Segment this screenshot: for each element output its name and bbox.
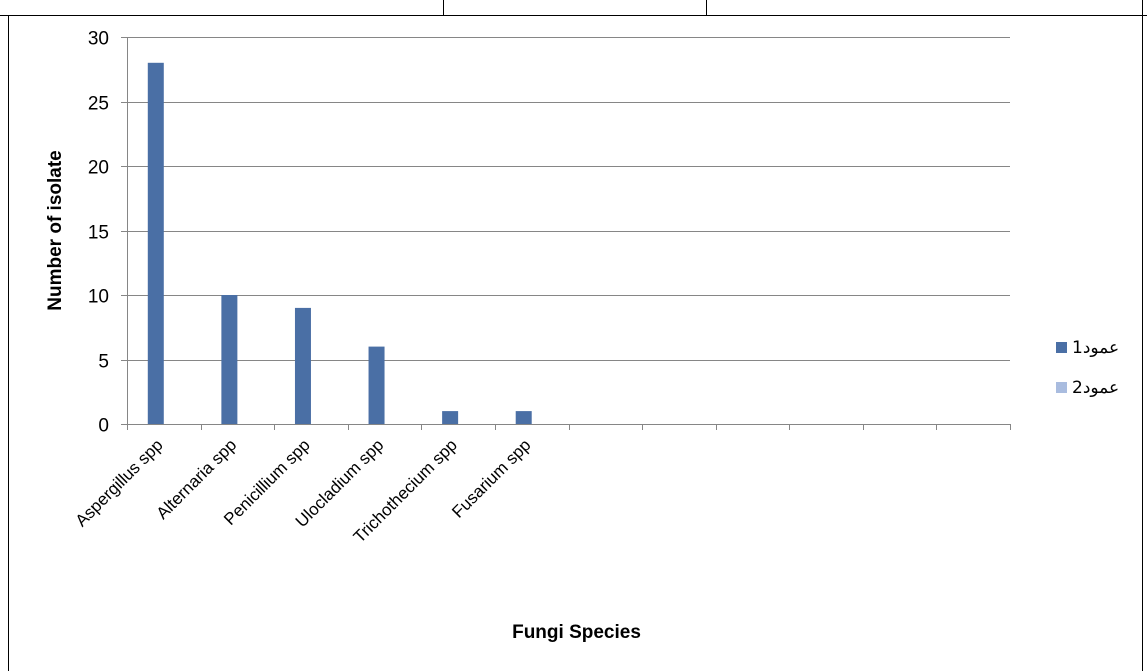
legend-swatch	[1056, 382, 1067, 393]
y-tick-label: 5	[98, 352, 109, 373]
y-tick-label: 25	[88, 94, 109, 115]
y-tick-label: 0	[98, 416, 109, 437]
y-axis-ticks: 0 5 10 15 20 25 30	[88, 29, 127, 437]
legend-label: عمود1	[1072, 338, 1119, 358]
legend-label: عمود2	[1072, 378, 1119, 398]
bar	[294, 307, 311, 424]
bar	[368, 346, 385, 424]
y-tick-label: 15	[88, 223, 109, 244]
x-category-label: Fusarium spp	[448, 435, 534, 521]
y-tick-label: 30	[88, 29, 109, 50]
y-axis-title: Number of isolate	[45, 150, 66, 310]
y-tick-label: 10	[88, 287, 109, 308]
bar	[442, 411, 459, 424]
x-axis-title: Fungi Species	[512, 622, 641, 643]
bars	[127, 62, 1011, 430]
gridlines	[127, 37, 1010, 361]
bar	[147, 62, 164, 425]
bar	[221, 295, 238, 424]
y-tick-label: 20	[88, 158, 109, 179]
x-category-label: Aspergillus spp	[72, 435, 167, 530]
bar	[515, 411, 532, 424]
legend: عمود1 عمود2	[1056, 338, 1119, 398]
legend-swatch	[1056, 342, 1067, 353]
